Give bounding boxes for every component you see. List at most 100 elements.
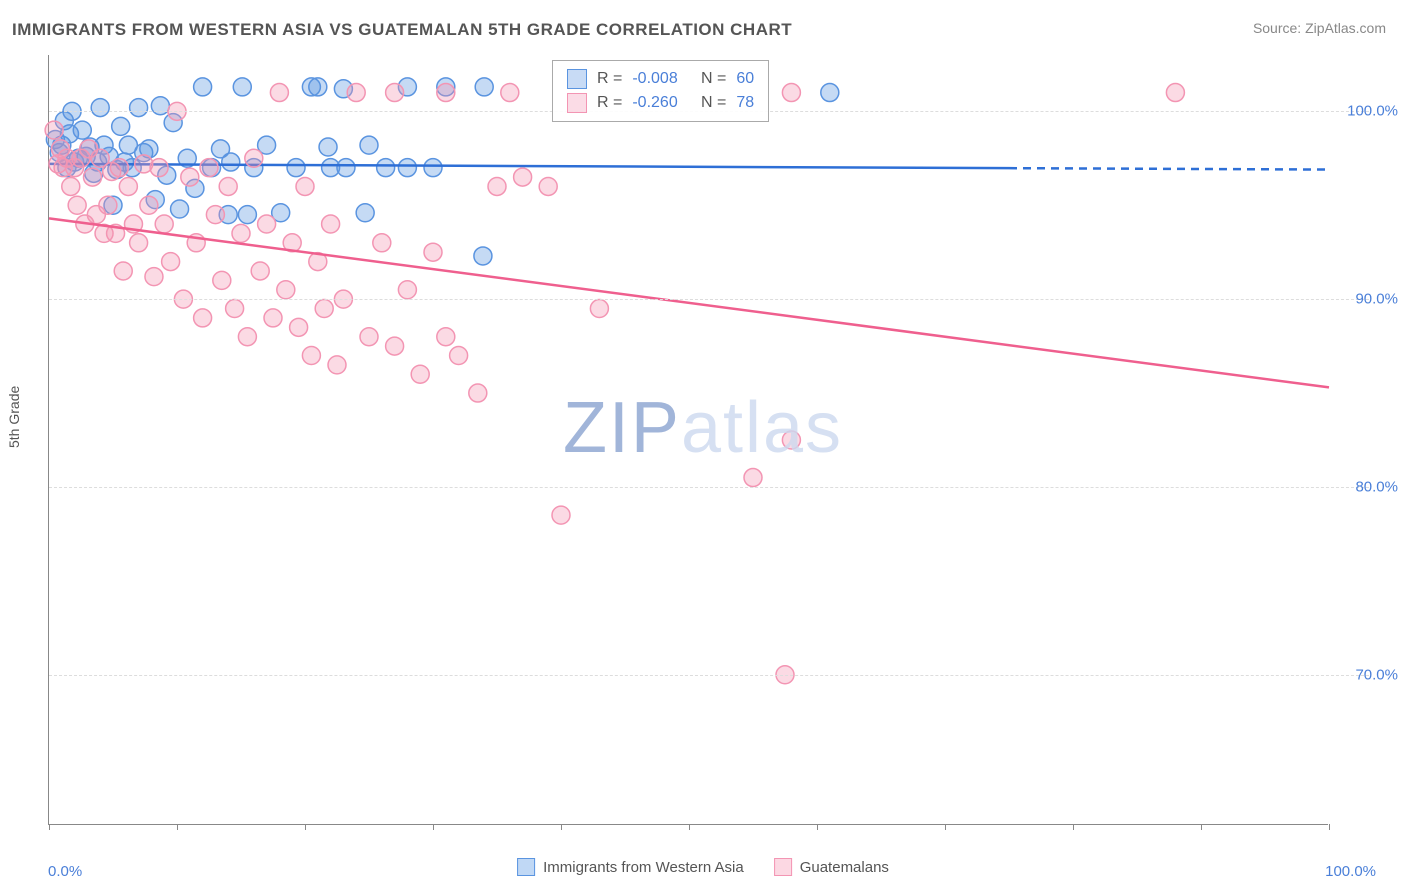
data-point (386, 337, 404, 355)
data-point (488, 177, 506, 195)
legend-item: Immigrants from Western Asia (517, 858, 744, 876)
x-tick (1329, 824, 1330, 830)
data-point (590, 300, 608, 318)
legend-info-row: R = -0.260 N = 78 (567, 91, 754, 115)
data-point (287, 159, 305, 177)
data-point (222, 153, 240, 171)
data-point (398, 281, 416, 299)
data-point (437, 84, 455, 102)
data-point (474, 247, 492, 265)
grid-line (49, 299, 1369, 300)
data-point (91, 99, 109, 117)
trend-line-dashed (1009, 168, 1329, 169)
legend-info-row: R = -0.008 N = 60 (567, 67, 754, 91)
data-point (245, 149, 263, 167)
data-point (238, 328, 256, 346)
data-point (356, 204, 374, 222)
data-point (437, 328, 455, 346)
legend-bottom: Immigrants from Western Asia Guatemalans (517, 858, 889, 876)
data-point (226, 300, 244, 318)
data-point (114, 262, 132, 280)
x-tick (561, 824, 562, 830)
data-point (782, 431, 800, 449)
correlation-legend: R = -0.008 N = 60R = -0.260 N = 78 (552, 60, 769, 122)
x-tick (817, 824, 818, 830)
data-point (744, 469, 762, 487)
data-point (119, 177, 137, 195)
source-label: Source: ZipAtlas.com (1253, 20, 1386, 36)
data-point (150, 159, 168, 177)
data-point (233, 78, 251, 96)
data-point (337, 159, 355, 177)
legend-swatch (517, 858, 535, 876)
data-point (377, 159, 395, 177)
data-point (62, 177, 80, 195)
legend-n-label: N = (688, 94, 727, 112)
data-point (264, 309, 282, 327)
data-point (514, 168, 532, 186)
data-point (219, 177, 237, 195)
data-point (552, 506, 570, 524)
data-point (424, 243, 442, 261)
data-point (162, 253, 180, 271)
data-point (309, 78, 327, 96)
data-point (315, 300, 333, 318)
data-point (194, 309, 212, 327)
data-point (68, 196, 86, 214)
data-point (373, 234, 391, 252)
data-point (290, 318, 308, 336)
legend-r-label: R = (597, 70, 622, 88)
data-point (450, 346, 468, 364)
data-point (200, 159, 218, 177)
legend-r-value: -0.008 (632, 70, 677, 88)
legend-swatch (774, 858, 792, 876)
legend-swatch (567, 93, 587, 113)
data-point (1166, 84, 1184, 102)
grid-line (49, 675, 1369, 676)
legend-label: Guatemalans (800, 859, 889, 876)
data-point (238, 206, 256, 224)
x-axis-max-label: 100.0% (1325, 863, 1376, 880)
data-point (140, 196, 158, 214)
data-point (322, 215, 340, 233)
legend-r-label: R = (597, 94, 622, 112)
data-point (171, 200, 189, 218)
x-tick (305, 824, 306, 830)
y-tick-label: 80.0% (1355, 478, 1398, 495)
data-point (84, 168, 102, 186)
data-point (475, 78, 493, 96)
legend-n-value: 60 (736, 70, 754, 88)
data-point (130, 234, 148, 252)
x-tick (433, 824, 434, 830)
x-tick (1201, 824, 1202, 830)
x-tick (1073, 824, 1074, 830)
grid-line (49, 487, 1369, 488)
y-tick-label: 70.0% (1355, 666, 1398, 683)
y-tick-label: 90.0% (1355, 291, 1398, 308)
data-point (821, 84, 839, 102)
data-point (181, 168, 199, 186)
legend-n-label: N = (688, 70, 727, 88)
data-point (386, 84, 404, 102)
data-point (296, 177, 314, 195)
scatter-plot (49, 55, 1328, 824)
data-point (99, 196, 117, 214)
data-point (194, 78, 212, 96)
data-point (270, 84, 288, 102)
data-point (232, 224, 250, 242)
data-point (258, 215, 276, 233)
data-point (501, 84, 519, 102)
data-point (319, 138, 337, 156)
y-tick-label: 100.0% (1347, 103, 1398, 120)
legend-item: Guatemalans (774, 858, 889, 876)
data-point (251, 262, 269, 280)
x-tick (945, 824, 946, 830)
chart-title: IMMIGRANTS FROM WESTERN ASIA VS GUATEMAL… (12, 20, 792, 40)
data-point (782, 84, 800, 102)
data-point (360, 136, 378, 154)
data-point (328, 356, 346, 374)
data-point (347, 84, 365, 102)
y-axis-title: 5th Grade (6, 386, 22, 448)
data-point (360, 328, 378, 346)
data-point (469, 384, 487, 402)
